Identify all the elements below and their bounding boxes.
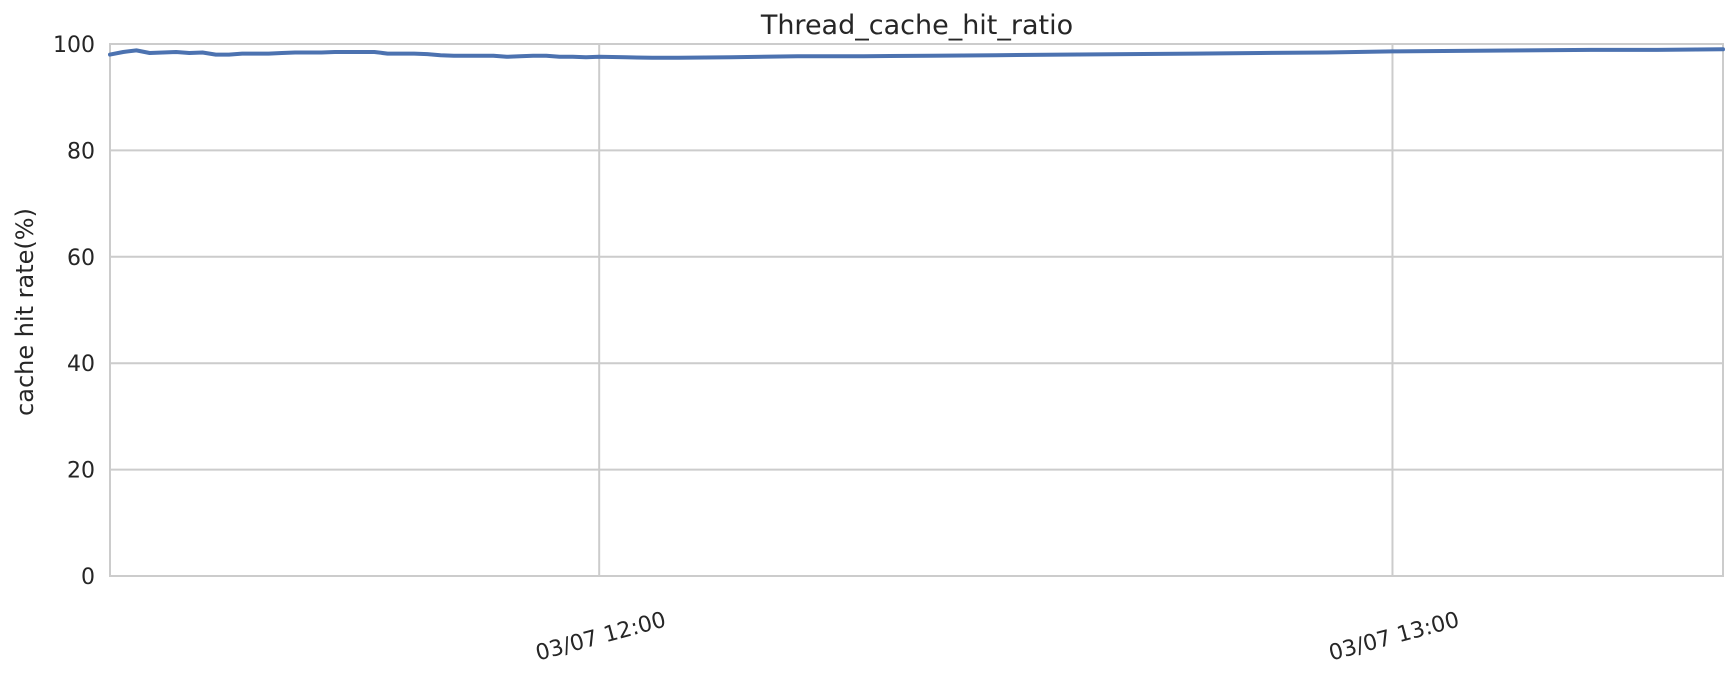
y-tick-label: 80: [67, 139, 95, 164]
y-tick-label: 0: [81, 565, 95, 590]
series: [108, 47, 1725, 60]
series-line: [108, 47, 1725, 60]
y-tick-label: 60: [67, 246, 95, 271]
tick-labels: 0 20 40 60 80 100 03/07 12:00 03/07 13:00: [53, 33, 1462, 666]
y-axis-label: cache hit rate(%): [11, 208, 39, 416]
y-tick-label: 100: [53, 33, 95, 58]
y-tick-label: 40: [67, 352, 95, 377]
chart-title: Thread_cache_hit_ratio: [760, 10, 1073, 41]
plot-frame: [109, 43, 1724, 577]
x-tick-label: 03/07 12:00: [533, 608, 669, 667]
x-tick-label: 03/07 13:00: [1326, 608, 1462, 667]
y-tick-label: 20: [67, 459, 95, 484]
axes: [109, 43, 1724, 577]
grid: [110, 43, 1723, 577]
